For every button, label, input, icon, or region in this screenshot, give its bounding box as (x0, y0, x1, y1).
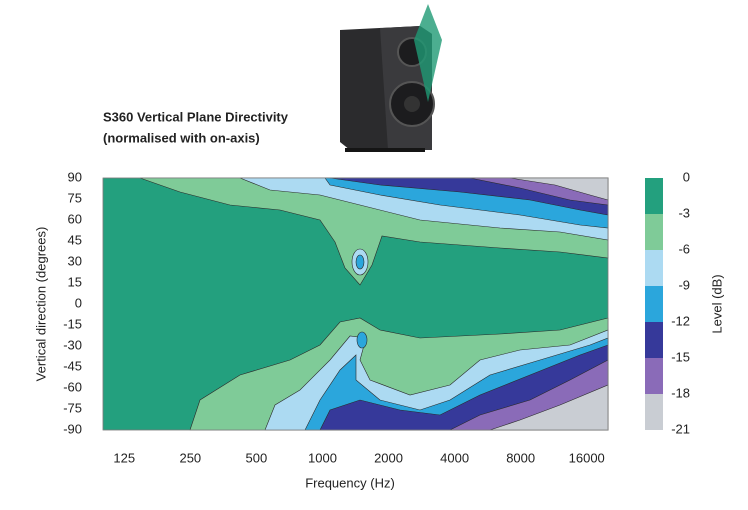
colorbar-band (645, 178, 663, 214)
colorbar-tick-label: -18 (671, 385, 690, 400)
x-tick-label: 2000 (374, 450, 403, 465)
y-tick-label: -45 (63, 358, 82, 373)
x-axis-label: Frequency (Hz) (305, 475, 395, 490)
y-axis-label: Vertical direction (degrees) (33, 227, 48, 382)
colorbar-band (645, 286, 663, 322)
colorbar-tick-label: -3 (678, 205, 690, 220)
colorbar-label: Level (dB) (709, 274, 724, 333)
chart-title: S360 Vertical Plane Directivity (103, 109, 289, 124)
y-tick-label: 45 (68, 232, 82, 247)
x-tick-label: 500 (246, 450, 268, 465)
plot-frame (102, 177, 609, 431)
y-tick-label: -90 (63, 421, 82, 436)
x-tick-label: 4000 (440, 450, 469, 465)
colorbar-band (645, 322, 663, 358)
contour-band (355, 254, 365, 270)
colorbar-tick-label: -6 (678, 241, 690, 256)
colorbar-tick-label: 0 (683, 169, 690, 184)
y-tick-label: -15 (63, 316, 82, 331)
y-tick-label: -60 (63, 379, 82, 394)
x-tick-label: 1000 (308, 450, 337, 465)
speaker-image (340, 4, 442, 152)
y-tick-label: 30 (68, 253, 82, 268)
y-tick-label: 15 (68, 274, 82, 289)
x-tick-label: 16000 (569, 450, 605, 465)
colorbar-band (645, 394, 663, 430)
colorbar-tick-label: -21 (671, 421, 690, 436)
y-tick-label: 75 (68, 190, 82, 205)
colorbar-tick-label: -15 (671, 349, 690, 364)
colorbar-tick-label: -9 (678, 277, 690, 292)
y-tick-label: 90 (68, 169, 82, 184)
x-tick-label: 125 (113, 450, 135, 465)
y-tick-label: 60 (68, 211, 82, 226)
colorbar-band (645, 214, 663, 250)
contour-band (356, 331, 368, 349)
y-tick-label: -75 (63, 400, 82, 415)
y-tick-label: -30 (63, 337, 82, 352)
x-tick-label: 250 (179, 450, 201, 465)
colorbar-band (645, 358, 663, 394)
contour-plot (102, 177, 609, 431)
y-tick-label: 0 (75, 295, 82, 310)
colorbar-band (645, 250, 663, 286)
x-tick-label: 8000 (506, 450, 535, 465)
colorbar-tick-label: -12 (671, 313, 690, 328)
chart-subtitle: (normalised with on-axis) (103, 130, 260, 145)
